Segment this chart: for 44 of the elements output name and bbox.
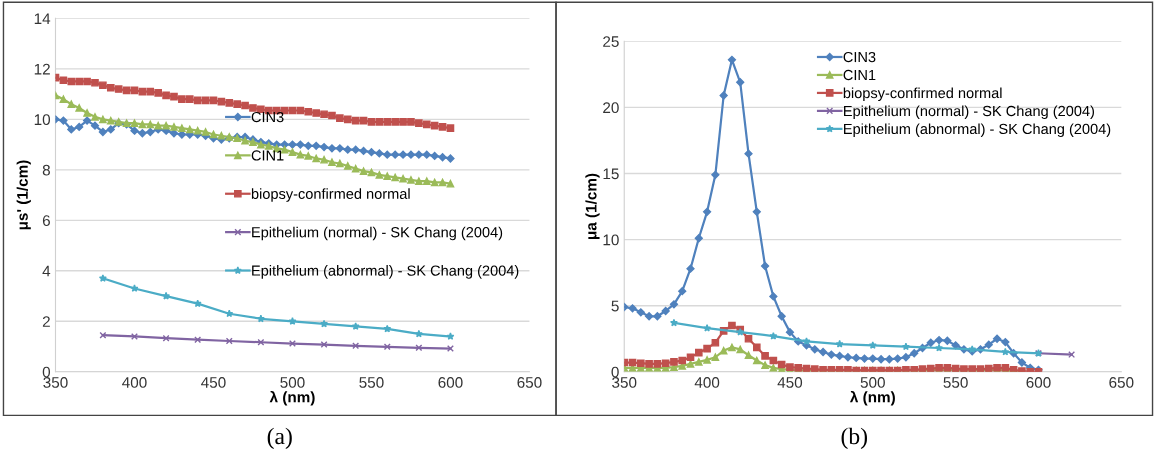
x-tick-label: 550 bbox=[359, 377, 384, 388]
x-tick-label: 600 bbox=[438, 377, 463, 388]
legend-label: Epithelium (abnormal) - SK Chang (2004) bbox=[844, 123, 1111, 137]
x-tick-label: 400 bbox=[694, 377, 720, 388]
legend-label: CIN1 bbox=[251, 150, 284, 161]
y-axis-title: μa (1/cm) bbox=[585, 173, 600, 240]
legend-label: CIN1 bbox=[843, 69, 876, 81]
y-tick-label: 0 bbox=[42, 366, 51, 378]
y-tick-label: 14 bbox=[34, 13, 51, 24]
legend-label: CIN3 bbox=[251, 111, 284, 123]
y-axis-title: μs' (1/cm) bbox=[16, 160, 31, 230]
y-tick-label: 4 bbox=[42, 265, 51, 277]
x-axis-title: λ (nm) bbox=[849, 390, 895, 406]
y-tick-label: 0 bbox=[611, 366, 619, 378]
text: (b) bbox=[841, 427, 868, 450]
x-tick-label: 450 bbox=[777, 377, 803, 388]
y-tick-label: 25 bbox=[603, 36, 619, 47]
legend-label: Epithelium (normal) - SK Chang (2004) bbox=[252, 226, 503, 241]
x-tick-label: 400 bbox=[122, 377, 147, 388]
x-tick-label: 600 bbox=[1026, 377, 1051, 388]
y-tick-label: 2 bbox=[42, 316, 50, 327]
x-tick-label: 450 bbox=[201, 377, 226, 388]
x-axis-title: λ (nm) bbox=[269, 390, 315, 406]
y-tick-label: 12 bbox=[34, 63, 50, 75]
x-tick-label: 500 bbox=[280, 377, 305, 388]
legend-label: Epithelium (normal) - SK Chang (2004) bbox=[844, 105, 1094, 120]
x-tick-label: 650 bbox=[1109, 377, 1134, 388]
legend-label: CIN3 bbox=[843, 51, 876, 63]
legend-label: biopsy-confirmed normal bbox=[843, 87, 1002, 102]
y-tick-label: 15 bbox=[603, 168, 619, 180]
y-tick-label: 20 bbox=[603, 102, 619, 114]
x-tick-label: 350 bbox=[43, 377, 68, 388]
y-tick-label: 10 bbox=[34, 114, 51, 126]
y-tick-label: 6 bbox=[42, 215, 50, 227]
x-tick-label: 550 bbox=[943, 377, 968, 388]
x-tick-label: 650 bbox=[517, 377, 542, 388]
y-tick-label: 8 bbox=[42, 164, 50, 176]
y-tick-label: 5 bbox=[611, 300, 619, 312]
legend-label: Epithelium (abnormal) - SK Chang (2004) bbox=[252, 265, 519, 279]
y-tick-label: 10 bbox=[603, 234, 619, 246]
x-tick-label: 500 bbox=[860, 377, 885, 388]
legend-label: biopsy-confirmed normal bbox=[251, 188, 410, 202]
x-tick-label: 350 bbox=[612, 377, 637, 388]
text: (a) bbox=[267, 427, 292, 450]
